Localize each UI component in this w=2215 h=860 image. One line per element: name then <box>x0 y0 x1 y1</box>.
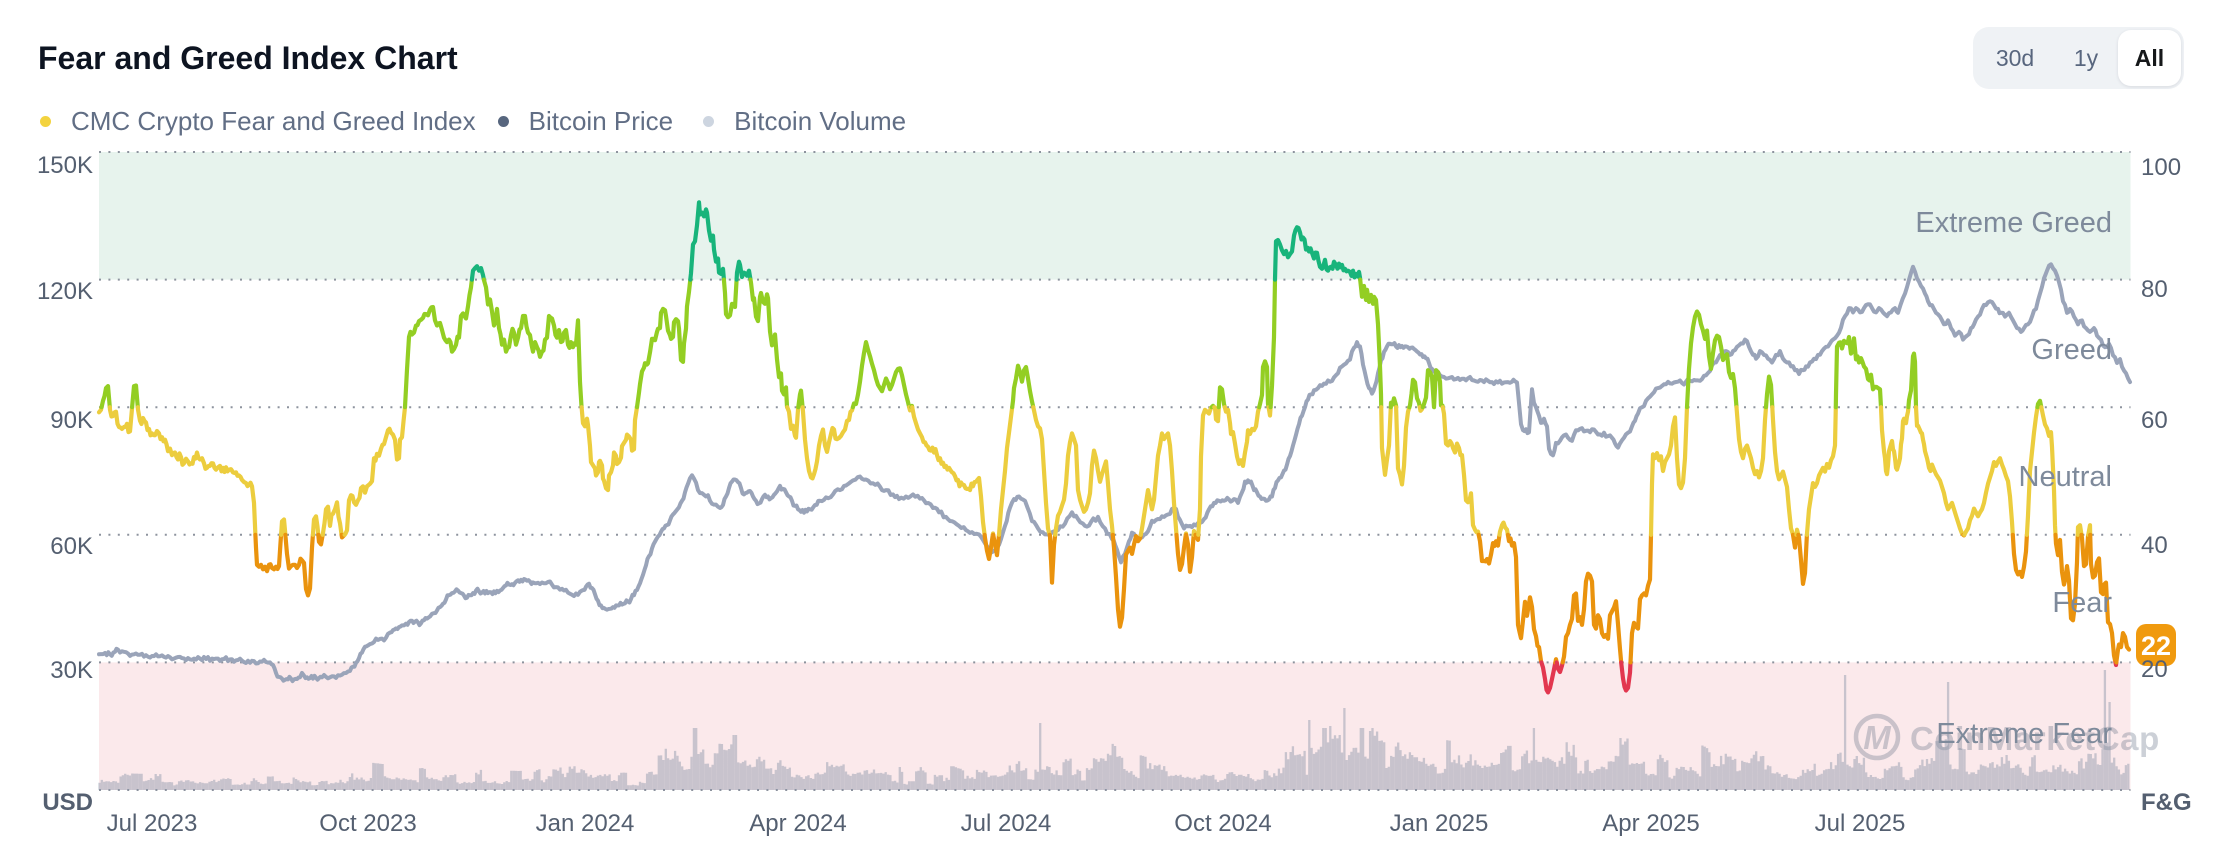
svg-text:Oct 2023: Oct 2023 <box>319 810 416 837</box>
svg-text:CoinMarketCap: CoinMarketCap <box>1910 720 2160 757</box>
svg-text:20: 20 <box>2141 656 2168 683</box>
svg-text:120K: 120K <box>37 278 93 305</box>
svg-text:Greed: Greed <box>2031 334 2112 366</box>
svg-text:Apr 2024: Apr 2024 <box>749 810 846 837</box>
svg-text:Jul 2023: Jul 2023 <box>107 810 198 837</box>
svg-text:Jan 2024: Jan 2024 <box>536 810 635 837</box>
svg-text:40: 40 <box>2141 532 2168 559</box>
svg-text:Oct 2024: Oct 2024 <box>1174 810 1271 837</box>
svg-text:Neutral: Neutral <box>2019 461 2113 493</box>
svg-text:30K: 30K <box>50 657 93 684</box>
svg-text:80: 80 <box>2141 276 2168 303</box>
svg-text:60: 60 <box>2141 407 2168 434</box>
svg-text:60K: 60K <box>50 533 93 560</box>
svg-text:Jan 2025: Jan 2025 <box>1390 810 1489 837</box>
svg-text:90K: 90K <box>50 407 93 434</box>
svg-text:F&G: F&G <box>2141 789 2192 816</box>
svg-text:22: 22 <box>2141 631 2171 661</box>
svg-text:100: 100 <box>2141 154 2181 181</box>
svg-text:Jul 2024: Jul 2024 <box>961 810 1052 837</box>
svg-text:Fear: Fear <box>2052 587 2112 619</box>
svg-text:Apr 2025: Apr 2025 <box>1602 810 1699 837</box>
svg-text:Extreme Greed: Extreme Greed <box>1915 207 2112 239</box>
svg-text:Extreme Fear: Extreme Fear <box>1936 718 2112 750</box>
svg-text:M: M <box>1863 719 1892 756</box>
svg-text:USD: USD <box>42 789 93 816</box>
svg-text:Jul 2025: Jul 2025 <box>1815 810 1906 837</box>
svg-text:150K: 150K <box>37 152 93 179</box>
